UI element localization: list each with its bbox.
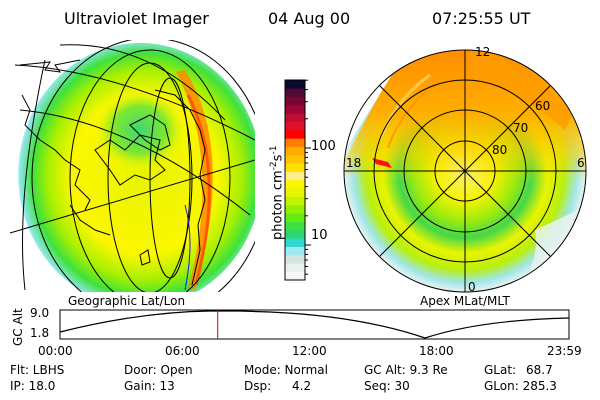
status-door: Door: Open (124, 363, 193, 377)
colorbar-tick-10: 10 (311, 228, 328, 243)
auroral-oval-peak (186, 94, 211, 286)
status-dsp-label: Dsp: (244, 379, 272, 393)
colorbar-swatch (285, 213, 305, 222)
colorbar-swatch (285, 196, 305, 206)
timeline-ytick-max: 9.0 (30, 306, 50, 320)
colorbar-swatch (285, 138, 305, 147)
colorbar-swatch (285, 88, 305, 97)
status-seq: Seq: 30 (364, 379, 410, 393)
status-filter: Flt: LBHS (10, 363, 65, 377)
colorbar-swatch (285, 80, 305, 89)
colorbar-swatch (285, 205, 305, 214)
timeline-ylabel: GC Alt (11, 308, 25, 346)
colorbar-swatch (285, 130, 305, 139)
timeline-ytick-min: 1.8 (30, 326, 50, 340)
time-label: 07:25:55 UT (432, 9, 531, 28)
status-glon: GLon: 285.3 (484, 379, 557, 393)
colorbar-swatch (285, 163, 305, 172)
colorbar-unit2: s (270, 154, 286, 162)
colorbar-swatch (285, 113, 305, 122)
colorbar-swatch (285, 221, 305, 231)
colorbar-frame (284, 79, 306, 281)
colorbar-swatch (285, 238, 305, 247)
timeline-xtick-4: 23:59 (547, 344, 582, 358)
date-label: 04 Aug 00 (268, 9, 351, 28)
lat-label-70: 70 (513, 121, 529, 135)
auroral-oval-bright-arc (176, 70, 213, 290)
instrument-title: Ultraviolet Imager (64, 9, 209, 28)
mlt-label-0: 0 (468, 280, 476, 294)
status-dsp-value: 4.2 (292, 379, 312, 393)
colorbar-swatch (285, 121, 305, 131)
colorbar-swatch (285, 146, 305, 156)
gc-altitude-curve (59, 310, 570, 339)
bright-spot-dusk (372, 158, 392, 168)
timeline-frame (59, 309, 570, 340)
status-gc-alt: GC Alt: 9.3 Re (364, 363, 448, 377)
polar-cap-emission (95, 90, 185, 170)
colorbar-swatch (285, 105, 305, 114)
auroral-emission-halo (18, 43, 255, 292)
colorbar-label: photon cm-2s-1 (267, 146, 285, 240)
coastlines (19, 59, 206, 286)
colorbar-swatch (285, 230, 305, 239)
mlt-label-18: 18 (346, 156, 362, 170)
colorbar-swatch (285, 188, 305, 197)
colorbar-exp1: -2 (269, 161, 279, 171)
timeline-xtick-0: 00:00 (38, 344, 73, 358)
left-panel-caption: Geographic Lat/Lon (68, 294, 186, 308)
colorbar-swatch (285, 271, 305, 281)
status-gain: Gain: 13 (124, 379, 175, 393)
colorbar-ticks (305, 79, 311, 275)
terminator-line (184, 204, 191, 291)
status-glat-value: 68.7 (526, 363, 553, 377)
colorbar (285, 80, 305, 281)
geographic-map (9, 40, 255, 292)
mlt-label-12: 12 (475, 45, 491, 59)
colorbar-exp2: -1 (269, 145, 279, 155)
colorbar-swatch (285, 263, 305, 272)
timeline-xtick-1: 06:00 (165, 344, 200, 358)
meridian-9-21 (379, 85, 551, 257)
right-panel-caption: Apex MLat/MLT (420, 294, 510, 308)
colorbar-swatch (285, 246, 305, 256)
status-ip: IP: 18.0 (10, 379, 56, 393)
timeline-xtick-3: 18:00 (419, 344, 454, 358)
colorbar-swatch (285, 171, 305, 181)
colorbar-swatch (285, 155, 305, 164)
colorbar-tick-100: 100 (311, 139, 336, 154)
colorbar-swatch (285, 96, 305, 106)
timeline-xtick-2: 12:00 (292, 344, 327, 358)
status-glat-label: GLat: (484, 363, 517, 377)
colorbar-unit: photon cm (270, 170, 286, 240)
status-mode: Mode: Normal (244, 363, 328, 377)
colorbar-swatch (285, 255, 305, 264)
lat-label-60: 60 (535, 99, 551, 113)
colorbar-swatch (285, 180, 305, 189)
lat-label-80: 80 (492, 143, 508, 157)
mlt-label-6: 6 (577, 156, 585, 170)
polar-grid (343, 49, 587, 293)
